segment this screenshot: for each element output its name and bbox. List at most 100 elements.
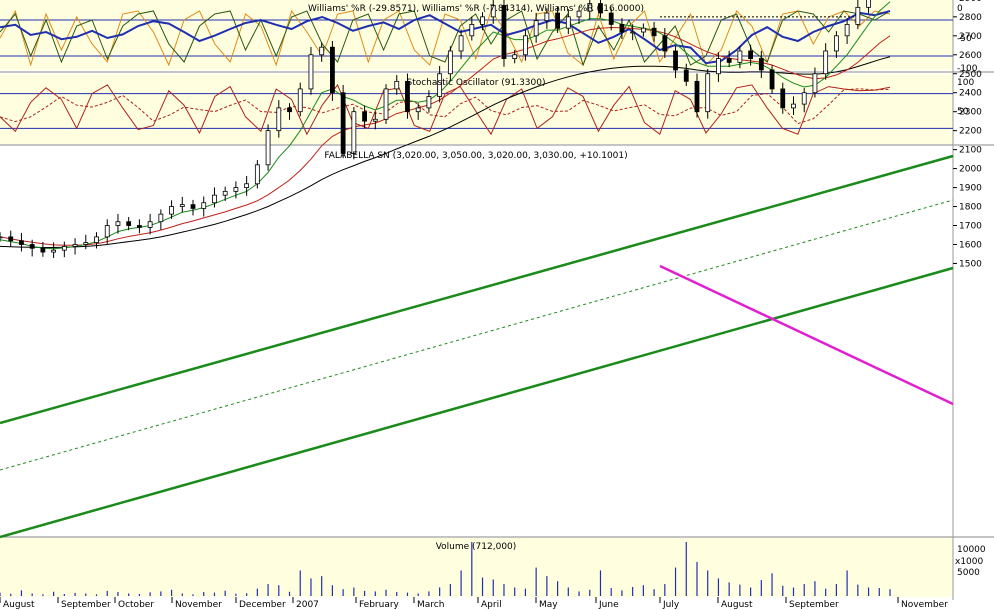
candle-body [405,80,410,113]
candle-body [104,225,110,238]
candle-body [61,245,67,251]
price-tick-label: 2400 [959,89,982,99]
candle-body [769,69,775,90]
candle-body [480,16,485,25]
williams-series-1 [0,10,891,65]
candle-body [126,221,132,226]
candle-body [212,194,217,204]
candle-body [19,240,24,245]
volume-tick-label: 10000 [957,545,986,555]
price-tick-label: 1900 [959,184,982,194]
month-label: September [61,600,111,610]
candle-body [115,221,121,226]
candle-body [437,73,443,97]
candle-body [555,12,560,29]
candle-body [758,58,764,71]
candle-body [233,187,239,192]
candle-body [308,54,314,90]
price-tick-label: 1800 [959,203,982,213]
williams-series-2 [0,10,891,67]
price-panel [0,146,953,536]
candle-body [512,54,518,59]
price-tick-label: 2600 [959,51,982,61]
candle-body [72,244,78,247]
month-label: December [239,600,286,610]
candle-body [533,20,539,37]
downtrend-line [659,264,954,406]
candle-body [426,96,432,109]
candle-body [190,204,196,209]
price-tick-label: 2800 [959,13,982,23]
candle-body [780,88,786,109]
candle-body [147,221,153,228]
month-label: October [118,600,154,610]
candle-body [630,31,636,34]
price-tick-label: 2300 [959,108,982,118]
candle-body [501,5,507,59]
candle-body [0,236,3,239]
volume-title: Volume (712,000) [436,542,517,552]
candle-body [662,35,668,52]
candle-body [415,107,421,113]
month-label: March [417,600,444,610]
volume-tick-label: 5000 [957,568,980,578]
candle-body [866,0,871,8]
candle-body [490,5,496,18]
moving-average-slow [0,56,891,248]
candle-body [51,249,57,253]
price-tick-label: 2100 [959,146,982,156]
candle-body [694,80,700,113]
candle-body [40,247,46,253]
month-label: February [359,600,400,610]
candle-body [640,27,646,33]
stochastic-k-line [0,83,891,136]
candle-body [523,35,528,56]
candle-body [372,118,378,122]
volume-unit-label: x1000 [955,557,984,567]
candle-body [812,73,818,94]
candle-body [469,24,475,37]
candle-body [791,103,796,109]
price-tick-label: 1600 [959,240,982,250]
stochastic-title: Stochastic Oscillator (91.3300) [406,78,545,88]
candle-body [362,111,367,122]
williams-tick-label: 0 [957,4,963,14]
candle-body [716,58,721,75]
candle-body [458,35,464,52]
price-tick-label: 2500 [959,70,982,80]
candle-body [737,50,743,63]
candle-body [330,46,335,94]
candle-body [683,69,689,82]
candle-body [351,111,357,154]
candle-body [383,88,389,120]
williams-tick-label: -100 [957,64,978,74]
price-tick-label: 2700 [959,32,982,42]
price-tick-label: 2900 [959,0,982,4]
candle-body [254,164,260,185]
stochastic-tick-label: 50 [957,107,969,117]
williams-tick-label: -50 [957,34,972,44]
month-label: November [901,600,948,610]
candle-body [619,24,625,33]
month-label: September [789,600,839,610]
candle-body [394,80,400,90]
candle-body [265,130,271,166]
candle-body [244,183,250,188]
candle-body [801,92,807,105]
price-tick-label: 1500 [959,259,982,269]
month-label: May [539,600,558,610]
candle-body [726,58,732,63]
candle-body [565,16,571,29]
candle-body [544,12,550,22]
month-label: 2007 [296,600,319,610]
month-label: July [662,600,680,610]
candle-body [576,10,582,18]
candle-body [201,202,207,209]
candle-body [748,50,754,59]
candle-body [587,3,593,12]
stochastic-d-line [0,88,891,125]
candle-body [297,88,303,113]
candle-body [608,12,614,25]
month-label: November [175,600,222,610]
month-label: August [721,600,753,610]
